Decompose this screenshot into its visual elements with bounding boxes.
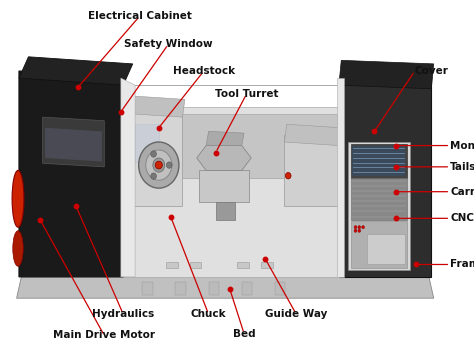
Ellipse shape (12, 170, 24, 227)
Text: Guide Way: Guide Way (265, 309, 328, 319)
Text: CNC: CNC (450, 213, 474, 223)
Polygon shape (339, 60, 434, 89)
Ellipse shape (354, 229, 357, 233)
Polygon shape (351, 221, 407, 268)
Polygon shape (197, 146, 251, 170)
Polygon shape (133, 192, 341, 197)
Polygon shape (339, 78, 431, 277)
Text: Frame: Frame (450, 260, 474, 269)
Bar (175, 282, 186, 295)
Ellipse shape (151, 173, 156, 179)
Ellipse shape (155, 161, 162, 169)
Polygon shape (284, 124, 341, 146)
Polygon shape (128, 106, 341, 277)
Polygon shape (121, 78, 135, 277)
Bar (209, 282, 219, 295)
Polygon shape (206, 131, 244, 146)
Ellipse shape (146, 150, 172, 180)
Polygon shape (367, 234, 405, 264)
Polygon shape (43, 117, 104, 167)
Polygon shape (351, 144, 407, 178)
Ellipse shape (138, 142, 179, 188)
Text: Safety Window: Safety Window (124, 39, 212, 49)
Bar (190, 262, 201, 268)
Ellipse shape (153, 158, 165, 172)
Ellipse shape (285, 173, 291, 179)
Ellipse shape (362, 226, 365, 229)
Text: Chuck: Chuck (191, 309, 227, 319)
Ellipse shape (13, 231, 23, 266)
Polygon shape (351, 178, 407, 220)
Text: Electrical Cabinet: Electrical Cabinet (88, 11, 192, 21)
Polygon shape (135, 124, 159, 162)
Ellipse shape (358, 229, 361, 233)
Bar (166, 262, 178, 268)
Polygon shape (19, 71, 123, 277)
Bar (142, 282, 153, 295)
Bar (242, 282, 252, 295)
Text: Monitor: Monitor (450, 141, 474, 151)
Polygon shape (133, 186, 341, 191)
Text: Hydraulics: Hydraulics (92, 309, 155, 319)
Text: Tailstock: Tailstock (450, 162, 474, 172)
Polygon shape (17, 277, 434, 298)
Text: Bed: Bed (233, 329, 255, 339)
Polygon shape (352, 146, 405, 176)
Text: Tool Turret: Tool Turret (215, 89, 278, 99)
Polygon shape (133, 200, 341, 204)
Ellipse shape (354, 226, 357, 229)
Polygon shape (337, 78, 344, 277)
Polygon shape (45, 128, 102, 162)
Polygon shape (348, 142, 410, 270)
Polygon shape (199, 170, 249, 202)
Polygon shape (26, 170, 424, 206)
Polygon shape (128, 96, 185, 117)
Ellipse shape (151, 151, 156, 157)
Polygon shape (133, 114, 337, 178)
Polygon shape (284, 135, 339, 206)
Ellipse shape (358, 226, 361, 229)
Bar (237, 262, 249, 268)
Ellipse shape (166, 162, 172, 168)
Text: Cover: Cover (415, 66, 448, 76)
Polygon shape (19, 57, 133, 85)
Text: Headstock: Headstock (173, 66, 235, 76)
Bar (275, 282, 285, 295)
Polygon shape (128, 106, 182, 206)
Text: Main Drive Motor: Main Drive Motor (53, 331, 155, 340)
Bar (261, 262, 273, 268)
Polygon shape (21, 206, 429, 277)
Text: Carriage: Carriage (450, 187, 474, 197)
Polygon shape (216, 202, 235, 220)
